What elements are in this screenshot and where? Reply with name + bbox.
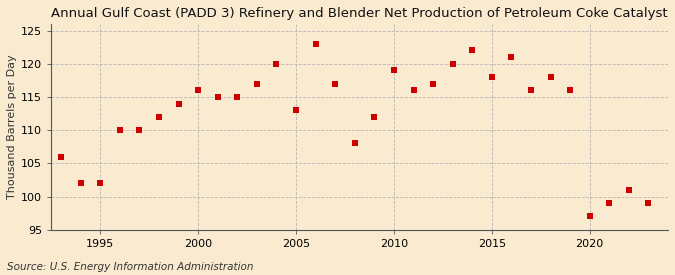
- Point: [252, 81, 263, 86]
- Point: [213, 95, 223, 99]
- Point: [624, 188, 634, 192]
- Point: [448, 62, 458, 66]
- Point: [330, 81, 341, 86]
- Point: [643, 201, 654, 205]
- Point: [604, 201, 615, 205]
- Point: [506, 55, 517, 59]
- Point: [173, 101, 184, 106]
- Point: [310, 42, 321, 46]
- Point: [467, 48, 478, 53]
- Point: [408, 88, 419, 92]
- Title: Annual Gulf Coast (PADD 3) Refinery and Blender Net Production of Petroleum Coke: Annual Gulf Coast (PADD 3) Refinery and …: [51, 7, 668, 20]
- Point: [428, 81, 439, 86]
- Point: [369, 115, 380, 119]
- Point: [585, 214, 595, 219]
- Point: [153, 115, 164, 119]
- Point: [114, 128, 125, 132]
- Point: [526, 88, 537, 92]
- Point: [291, 108, 302, 112]
- Point: [55, 155, 66, 159]
- Point: [95, 181, 105, 185]
- Point: [75, 181, 86, 185]
- Point: [193, 88, 204, 92]
- Point: [271, 62, 282, 66]
- Point: [545, 75, 556, 79]
- Point: [389, 68, 400, 73]
- Point: [232, 95, 243, 99]
- Point: [350, 141, 360, 146]
- Y-axis label: Thousand Barrels per Day: Thousand Barrels per Day: [7, 54, 17, 199]
- Point: [487, 75, 497, 79]
- Point: [134, 128, 144, 132]
- Point: [565, 88, 576, 92]
- Text: Source: U.S. Energy Information Administration: Source: U.S. Energy Information Administ…: [7, 262, 253, 272]
